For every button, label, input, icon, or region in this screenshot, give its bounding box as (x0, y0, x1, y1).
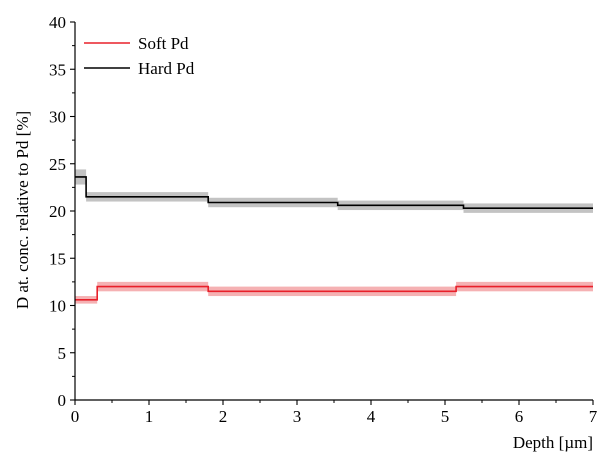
y-tick-label-20: 20 (49, 202, 66, 221)
confidence-bands (75, 169, 593, 304)
y-tick-label-10: 10 (49, 297, 66, 316)
x-axis-label: Depth [µm] (513, 433, 593, 452)
ticks: 0 5 10 15 20 25 30 35 40 0 1 2 3 4 5 6 7 (49, 13, 598, 426)
x-tick-label-7: 7 (589, 407, 598, 426)
x-tick-label-5: 5 (441, 407, 450, 426)
y-tick-label-5: 5 (58, 344, 67, 363)
y-tick-label-30: 30 (49, 108, 66, 127)
x-tick-label-2: 2 (219, 407, 228, 426)
x-tick-label-3: 3 (293, 407, 302, 426)
soft-pd-line (75, 285, 593, 301)
x-tick-label-4: 4 (367, 407, 376, 426)
y-tick-label-40: 40 (49, 13, 66, 32)
x-tick-label-0: 0 (71, 407, 80, 426)
x-tick-label-6: 6 (515, 407, 524, 426)
legend: Soft Pd Hard Pd (84, 34, 195, 78)
series-lines (75, 176, 593, 301)
hard-pd-line (75, 176, 593, 209)
y-tick-label-25: 25 (49, 155, 66, 174)
y-tick-label-0: 0 (58, 391, 67, 410)
y-tick-label-15: 15 (49, 249, 66, 268)
y-axis-label: D at. conc. relative to Pd [%] (13, 111, 32, 309)
x-tick-label-1: 1 (145, 407, 154, 426)
legend-label-soft-pd: Soft Pd (138, 34, 189, 53)
legend-label-hard-pd: Hard Pd (138, 59, 195, 78)
y-tick-label-35: 35 (49, 60, 66, 79)
